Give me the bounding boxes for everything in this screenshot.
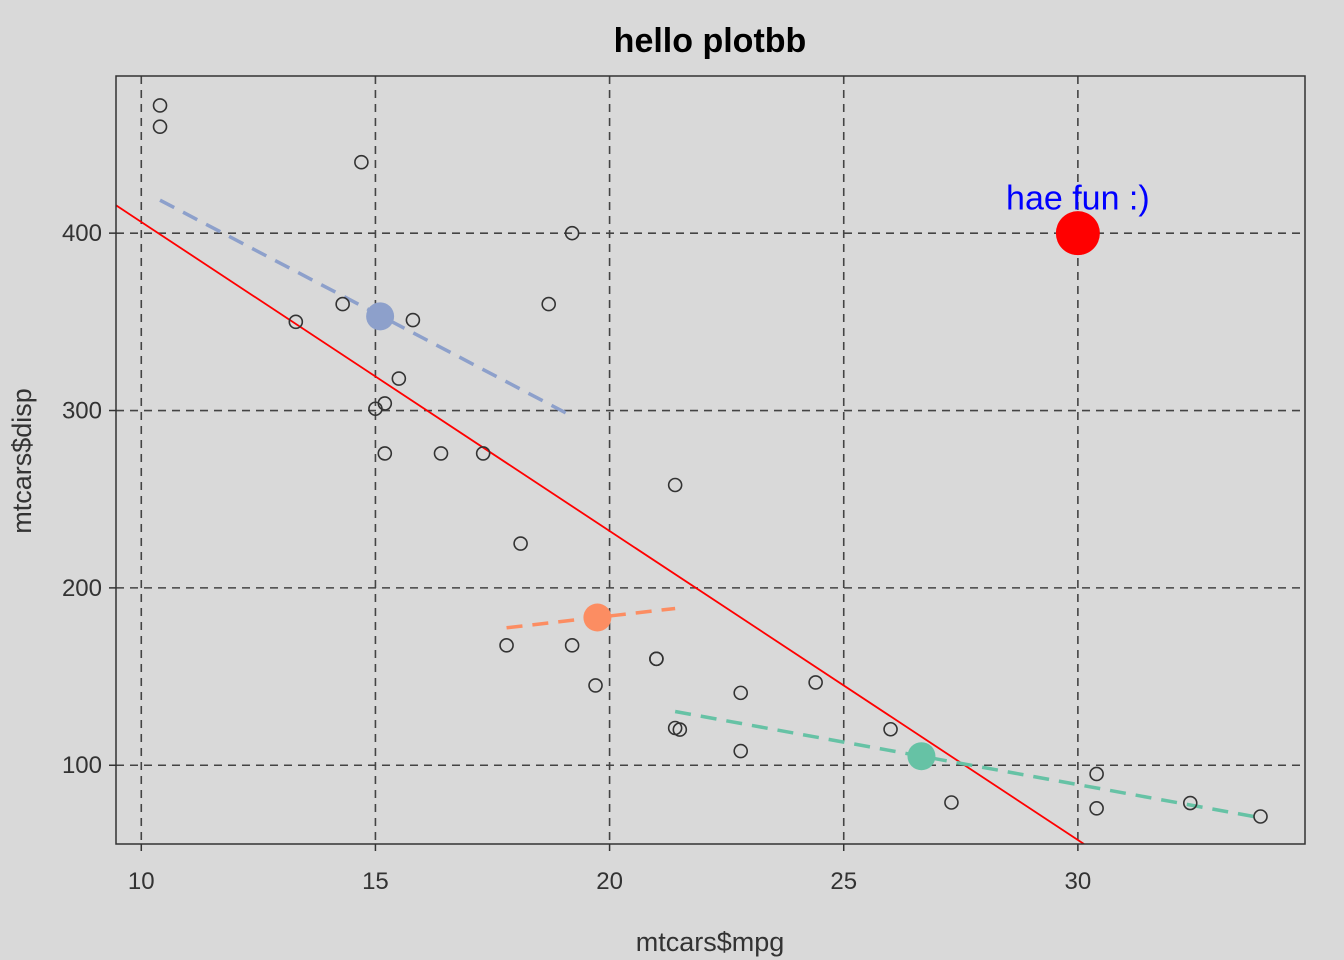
data-point (1089, 801, 1104, 816)
data-point (667, 477, 683, 493)
data-point (588, 678, 603, 693)
data-point (377, 446, 393, 461)
x-tick-label: 20 (596, 868, 623, 895)
data-point (541, 296, 557, 312)
data-point (354, 154, 369, 170)
y-tick-label: 300 (62, 398, 102, 425)
data-point (513, 536, 528, 551)
data-point (733, 685, 749, 701)
y-axis-ticks: 100 200 300 400 (62, 220, 116, 779)
data-point (733, 743, 749, 759)
x-tick-label: 25 (830, 868, 857, 895)
group-mean-point (366, 302, 395, 331)
data-point (808, 675, 823, 690)
group-mean-point (907, 742, 936, 771)
highlight-point (1055, 211, 1100, 256)
group-fit-line (674, 709, 1261, 820)
grid-lines (116, 76, 1305, 844)
data-point (152, 119, 168, 135)
data-point (667, 720, 683, 736)
data-point (391, 371, 407, 386)
data-point (475, 446, 491, 461)
data-point (1253, 809, 1268, 824)
y-axis-label: mtcars$disp (7, 388, 37, 534)
panel-border (115, 75, 1306, 845)
data-point (564, 638, 580, 653)
y-tick-label: 200 (62, 575, 102, 602)
group-mean-point (583, 603, 612, 632)
data-point (1182, 795, 1198, 811)
data-point (288, 314, 304, 330)
data-point (368, 401, 383, 417)
y-tick-label: 400 (62, 220, 102, 247)
data-point (405, 312, 421, 328)
data-point (649, 651, 664, 667)
data-point (433, 446, 449, 461)
x-axis-ticks: 10 15 20 25 30 (128, 844, 1091, 895)
x-tick-label: 10 (128, 868, 155, 895)
data-point (499, 638, 514, 653)
group-means (366, 302, 936, 771)
data-point (1089, 766, 1104, 782)
data-point (564, 225, 580, 241)
annotation-text: hae fun :) (1006, 180, 1150, 218)
overall-fit-line (116, 204, 1085, 844)
fit-lines (116, 198, 1261, 844)
data-points (152, 98, 1268, 824)
data-point (883, 721, 898, 737)
data-point (152, 98, 168, 113)
chart-title: hello plotbb (614, 22, 807, 60)
x-axis-label: mtcars$mpg (636, 927, 785, 957)
x-tick-label: 15 (362, 868, 389, 895)
y-tick-label: 100 (62, 752, 102, 779)
x-tick-label: 30 (1065, 868, 1092, 895)
data-point (944, 795, 959, 810)
data-point (335, 296, 350, 312)
